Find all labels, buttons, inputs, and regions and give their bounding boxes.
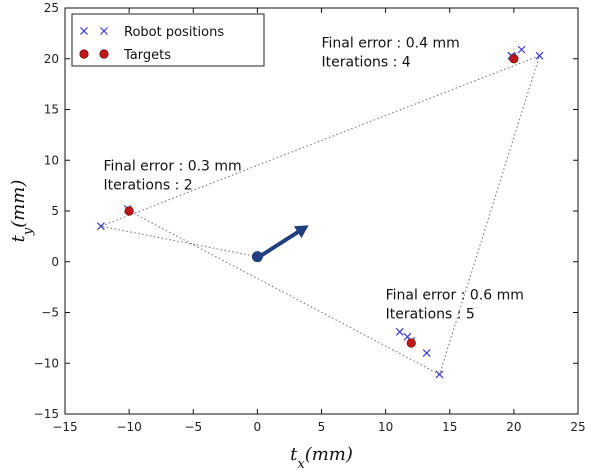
y-tick-label: 0 (51, 255, 59, 269)
y-tick-label: 15 (44, 103, 59, 117)
legend-target-marker (99, 49, 109, 59)
legend-robot-marker (80, 27, 88, 35)
direction-arrow-shaft (260, 230, 300, 257)
robot-position-marker (535, 51, 544, 60)
legend-label: Robot positions (124, 25, 224, 40)
y-tick-label: −15 (34, 407, 59, 421)
y-tick-label: 5 (51, 204, 59, 218)
robot-position-marker (96, 222, 105, 231)
x-tick-label: 25 (570, 420, 585, 434)
x-tick-label: 10 (378, 420, 393, 434)
x-tick-label: 20 (506, 420, 521, 434)
y-axis-label: ty(mm) (8, 180, 36, 243)
legend-label: Targets (123, 48, 171, 63)
y-tick-label: −5 (41, 306, 59, 320)
legend-target-marker (79, 49, 89, 59)
plot-frame (64, 7, 579, 415)
annotation-text: Iterations : 5 (386, 306, 475, 322)
annotation-text: Final error : 0.3 mm (103, 158, 241, 174)
annotation-text: Final error : 0.4 mm (322, 36, 460, 52)
legend-robot-marker (100, 27, 108, 35)
robot-position-marker (422, 349, 431, 358)
target-marker (124, 206, 134, 216)
robot-position-marker (395, 327, 404, 336)
robot-position-marker (517, 45, 526, 54)
x-tick-label: 5 (318, 420, 326, 434)
direction-arrow-head (293, 225, 309, 239)
robot-position-marker (435, 370, 444, 379)
annotation-text: Final error : 0.6 mm (386, 287, 524, 303)
x-tick-label: 15 (442, 420, 457, 434)
x-tick-label: −5 (184, 420, 202, 434)
y-tick-label: −10 (34, 356, 59, 370)
start-point (251, 251, 263, 263)
trajectory-line (98, 54, 541, 376)
x-tick-label: −10 (116, 420, 141, 434)
y-tick-label: 10 (44, 153, 59, 167)
target-marker (406, 338, 416, 348)
y-tick-label: 20 (44, 52, 59, 66)
data-layer (96, 45, 544, 379)
annotation-text: Iterations : 2 (103, 177, 192, 193)
x-axis-label: tx(mm) (290, 444, 353, 470)
plot-layer (64, 7, 579, 415)
y-tick-label: 25 (44, 1, 59, 15)
text-layer: −15 −10 −5 0 5 10 15 20 25 −15 −10 −5 0 5 10 15 20 25 tx(m… (8, 1, 586, 470)
target-marker (509, 54, 519, 64)
x-tick-label: −15 (52, 420, 77, 434)
annotation-text: Iterations : 4 (322, 55, 411, 71)
legend: Robot positions Targets (71, 13, 265, 67)
x-tick-label: 0 (254, 420, 262, 434)
